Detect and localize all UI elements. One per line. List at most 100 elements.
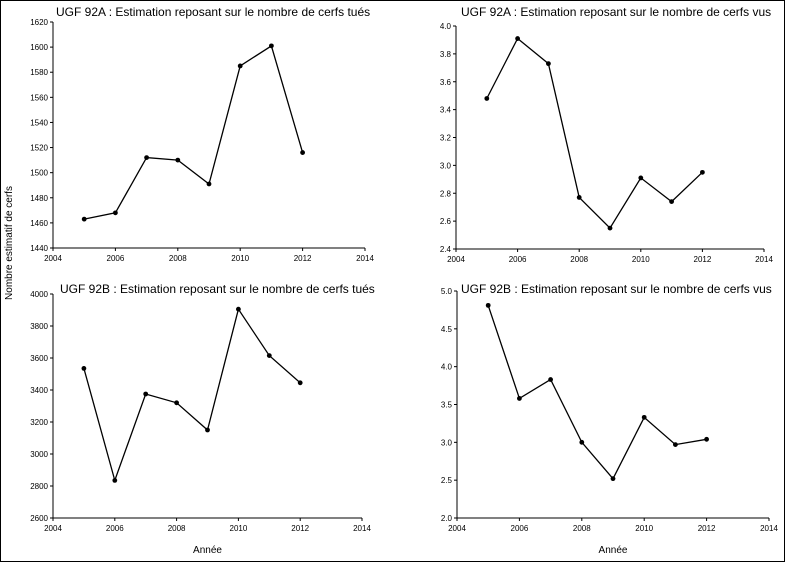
panel-3-y-tick-label: 4000	[30, 290, 48, 299]
panel-1-x-tick-label: 2014	[356, 254, 374, 263]
panel-2-data-point	[638, 175, 644, 181]
panel-4-y-tick-label: 3.5	[441, 401, 453, 410]
panel-2-y-tick-label: 2.4	[440, 245, 452, 254]
panel-4-y-tick-label: 2.0	[441, 514, 453, 523]
panel-1-x-tick-label: 2004	[44, 254, 62, 263]
panel-3-series-line	[83, 307, 301, 483]
panel-3-y-tick-label: 3400	[30, 386, 48, 395]
panel-3-x-tick-label: 2012	[291, 524, 309, 533]
panel-1-y-tick-label: 1560	[30, 93, 48, 102]
panel-1-data-point	[300, 150, 305, 155]
panel-1-data-point	[206, 181, 212, 187]
panel-4-x-axis-title: Année	[599, 545, 628, 556]
panel-3-data-point	[174, 400, 180, 406]
panel-4-x-tick-label: 2004	[448, 524, 466, 533]
panel-3-y-tick-label: 2600	[30, 514, 48, 523]
panel-1-x-tick-label: 2006	[107, 254, 125, 263]
panel-4-y-tick-label: 2.5	[441, 476, 453, 485]
panel-1-y-tick-label: 1600	[30, 43, 48, 52]
panel-3-y-tick-label: 3600	[30, 354, 48, 363]
panel-3-x-tick-label: 2004	[44, 524, 62, 533]
panel-2-x-tick-label: 2008	[570, 255, 588, 264]
panel-2-y-tick-label: 3.8	[440, 50, 452, 59]
panel-2-data-point	[576, 195, 582, 200]
panel-1-data-point	[113, 210, 118, 216]
panel-1-y-tick-label: 1620	[30, 18, 48, 27]
panel-4-data-point	[610, 476, 616, 482]
panel-2-title: UGF 92A : Estimation reposant sur le nom…	[461, 5, 771, 19]
panel-4-y-tick-label: 4.5	[441, 325, 453, 334]
panel-4-x-tick-label: 2006	[511, 524, 529, 533]
panel-1-y-tick-label: 1460	[30, 219, 48, 228]
panel-4-data-point	[641, 414, 647, 420]
panel-4-x-tick-label: 2014	[760, 524, 778, 533]
panel-3-y-tick-label: 3000	[30, 450, 48, 459]
panel-1-x-tick-label: 2010	[231, 254, 249, 263]
panel-3-y-tick-label: 2800	[30, 482, 48, 491]
panel-2-x-tick-label: 2004	[447, 255, 465, 264]
panel-3-data-point	[266, 353, 272, 358]
panel-1-data-point	[237, 63, 243, 69]
panel-2-y-tick-label: 3.0	[440, 161, 452, 170]
panel-4-data-point	[517, 396, 522, 401]
panel-2-data-point	[607, 225, 613, 231]
panel-3-data-point	[143, 391, 149, 397]
panel-1-title: UGF 92A : Estimation reposant sur le nom…	[56, 5, 370, 19]
panel-3-data-point	[236, 306, 241, 312]
panel-4-series-line	[487, 305, 707, 480]
panel-1-data-point	[269, 43, 274, 49]
panel-2-x-tick-label: 2012	[694, 255, 712, 264]
panel-3-y-tick-label: 3200	[30, 418, 48, 427]
panel-1-data-point	[144, 155, 150, 161]
panel-2-y-tick-label: 3.2	[440, 134, 452, 143]
shared-y-axis-label: Nombre estimatif de cerfs	[4, 186, 15, 300]
panel-3-x-tick-label: 2010	[230, 524, 248, 533]
panel-1-data-point	[175, 157, 181, 163]
panel-2-data-point	[484, 96, 490, 101]
panel-3-data-point	[81, 366, 87, 371]
panel-1-y-tick-label: 1500	[30, 169, 48, 178]
panel-2-series-line	[486, 37, 703, 230]
panel-2-x-tick-label: 2014	[755, 255, 773, 264]
panel-4-x-tick-label: 2010	[635, 524, 653, 533]
panel-1-data-point	[81, 216, 87, 222]
panel-4-y-tick-label: 4.0	[441, 363, 453, 372]
panel-3-title: UGF 92B : Estimation reposant sur le nom…	[60, 282, 375, 296]
panel-4-data-point	[579, 439, 585, 445]
panel-2-y-tick-label: 2.8	[440, 189, 452, 198]
panel-2-data-point	[515, 36, 520, 41]
panel-3-data-point	[205, 427, 210, 433]
panel-2-data-point	[546, 61, 551, 67]
panel-2-y-tick-label: 3.6	[440, 78, 452, 87]
panel-1-y-tick-label: 1540	[30, 118, 48, 127]
panel-4-data-point	[673, 442, 678, 448]
panel-1-y-tick-label: 1580	[30, 68, 48, 77]
panel-1-y-tick-label: 1520	[30, 144, 48, 153]
panel-4-data-point	[485, 302, 491, 308]
panel-4-y-tick-label: 3.0	[441, 438, 453, 447]
panel-1-y-tick-label: 1480	[30, 194, 48, 203]
panel-4-y-tick-label: 5.0	[441, 287, 453, 296]
panel-1-x-tick-label: 2008	[169, 254, 187, 263]
panel-3-x-axis-title: Année	[193, 545, 222, 556]
panel-2-x-tick-label: 2006	[509, 255, 527, 264]
panel-4-data-point	[548, 377, 553, 382]
panel-4-x-tick-label: 2008	[573, 524, 591, 533]
panel-3-data-point	[112, 478, 118, 483]
panel-2-y-tick-label: 4.0	[440, 22, 452, 31]
panel-3-x-tick-label: 2014	[353, 524, 371, 533]
panel-2-data-point	[669, 199, 674, 205]
panel-1-series-line	[84, 44, 304, 220]
panel-3-data-point	[297, 380, 303, 386]
panel-1-y-tick-label: 1440	[30, 244, 48, 253]
panel-2-y-tick-label: 2.6	[440, 217, 452, 226]
panel-4-title: UGF 92B : Estimation reposant sur le nom…	[461, 282, 772, 296]
panel-4-x-tick-label: 2012	[698, 524, 716, 533]
panel-3-x-tick-label: 2008	[168, 524, 186, 533]
panel-2-x-tick-label: 2010	[632, 255, 650, 264]
panel-1-x-tick-label: 2012	[294, 254, 312, 263]
panel-3-y-tick-label: 3800	[30, 322, 48, 331]
panel-2-data-point	[700, 169, 705, 175]
panel-4-data-point	[704, 436, 709, 442]
